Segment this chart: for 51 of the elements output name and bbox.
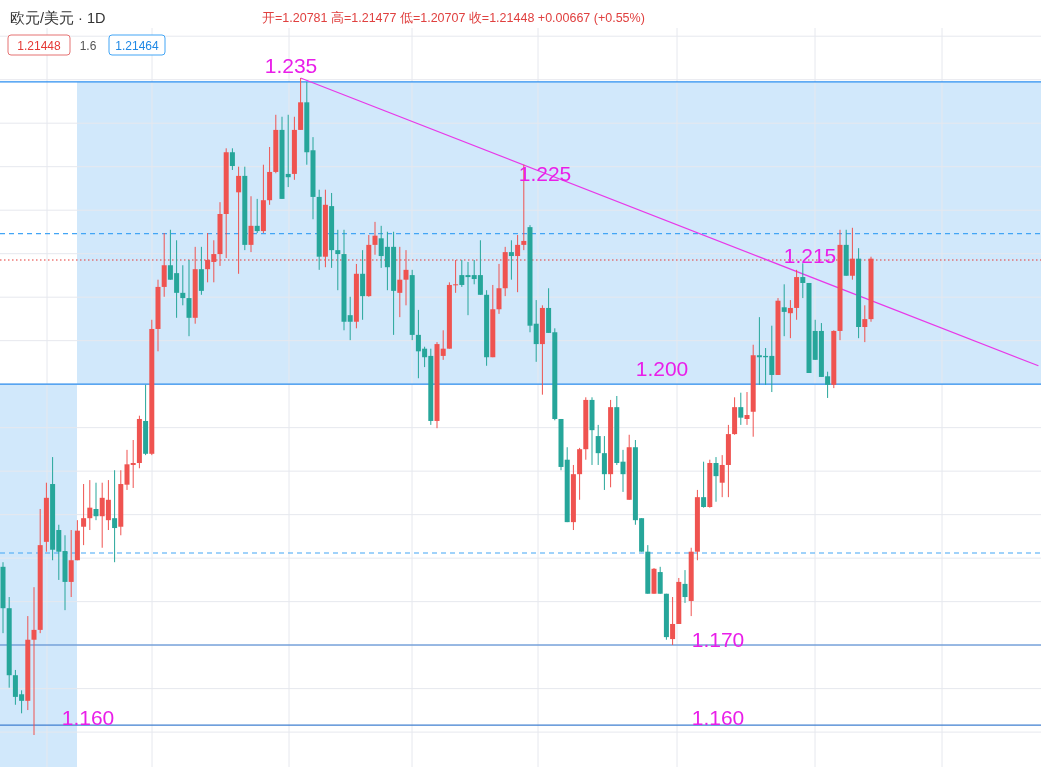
candlestick: [81, 483, 87, 546]
candlestick: [87, 479, 93, 531]
candlestick: [112, 469, 118, 563]
candlestick: [800, 262, 806, 299]
candlestick: [68, 529, 74, 598]
candlestick: [360, 249, 366, 321]
candlestick: [335, 229, 341, 291]
candlestick: [236, 166, 242, 275]
text: 1.6: [79, 38, 97, 53]
candlestick: [670, 596, 676, 646]
candlestick: [161, 232, 167, 298]
candlestick: [372, 221, 378, 256]
candlestick: [601, 435, 607, 491]
annotation: 1.160: [691, 705, 745, 729]
candlestick: [248, 195, 254, 253]
candlestick: [682, 569, 688, 604]
candlestick: [595, 424, 601, 466]
candlestick: [453, 259, 459, 294]
candlestick: [620, 449, 626, 493]
candlestick: [93, 482, 99, 521]
candlestick: [397, 246, 403, 318]
candlestick: [180, 264, 186, 306]
candlestick: [713, 456, 719, 503]
candlestick: [229, 147, 235, 171]
candlestick: [738, 392, 744, 426]
candlestick: [657, 566, 663, 595]
candlestick: [862, 304, 868, 343]
annotation: 1.235: [264, 54, 318, 78]
candlestick: [254, 198, 260, 234]
annotation: 1.170: [691, 627, 745, 651]
candlestick: [403, 249, 409, 306]
annotation: 1.200: [635, 356, 689, 380]
candlestick: [496, 263, 502, 315]
chart-subtitle: 开=1.20781 高=1.21477 低=1.20707 收=1.21448 +0.00667 (+0.55%): [262, 10, 645, 25]
candlestick: [744, 391, 750, 426]
candlestick: [701, 461, 707, 509]
candlestick: [186, 259, 192, 337]
annotation: 1.160: [61, 705, 115, 729]
candlestick: [849, 227, 855, 281]
candlestick: [787, 299, 793, 339]
candlestick: [719, 454, 725, 498]
candlestick: [781, 283, 787, 337]
text: 1.21448: [17, 38, 62, 53]
candlestick: [515, 234, 521, 293]
candlestick: [31, 586, 37, 736]
chart-title: 欧元/美元 · 1D: [10, 10, 106, 26]
candlestick: [459, 259, 465, 288]
candlestick: [508, 239, 514, 281]
annotation: 1.215: [783, 243, 837, 267]
candlestick: [198, 246, 204, 296]
text: 1.21464: [115, 38, 160, 53]
